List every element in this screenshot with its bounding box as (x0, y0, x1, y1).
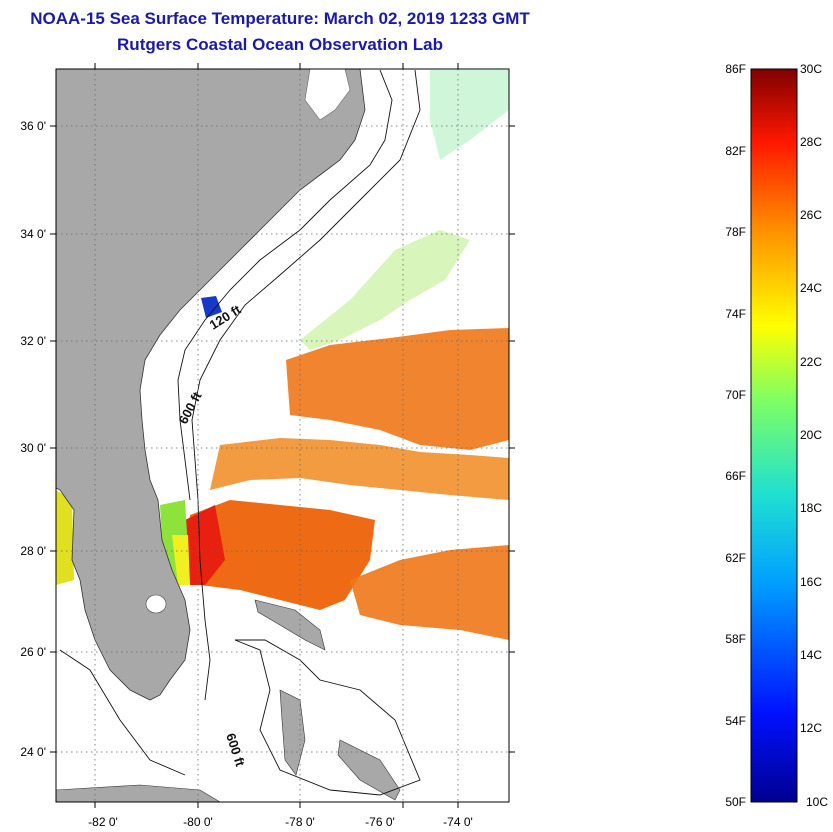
colorbar: 86F 82F 78F 74F 70F 66F 62F 58F 54F 50F … (725, 62, 828, 809)
c-label: 20C (800, 428, 822, 442)
lat-label: 28 0' (20, 544, 46, 558)
longitude-labels: -82 0' -80 0' -78 0' -76 0' -74 0' (88, 815, 473, 829)
lat-label: 26 0' (20, 645, 46, 659)
c-label: 22C (800, 355, 822, 369)
contour-600ft (191, 69, 421, 701)
lon-label: -82 0' (88, 815, 118, 829)
sst-patch-gulfstream (185, 500, 375, 610)
sst-patch-northeast (430, 70, 509, 160)
c-label: 10C (806, 795, 828, 809)
lat-label: 30 0' (20, 441, 46, 455)
f-label: 70F (725, 388, 746, 402)
c-label: 16C (800, 575, 822, 589)
contour-120ft (177, 69, 393, 501)
island-exuma (337, 739, 401, 801)
latitude-labels: 36 0' 34 0' 32 0' 30 0' 28 0' 26 0' 24 0… (20, 119, 46, 759)
c-label: 12C (800, 721, 822, 735)
land-layer (56, 69, 401, 802)
lat-label: 36 0' (20, 119, 46, 133)
graticule (56, 69, 509, 802)
sst-patch-cold (201, 296, 222, 318)
sst-patch-scattered (300, 230, 470, 350)
f-label: 78F (725, 225, 746, 239)
map-panel: 120 ft 600 ft 600 ft 36 0' 34 0' 32 0' 3… (20, 63, 515, 829)
f-label: 66F (725, 469, 746, 483)
lat-label: 24 0' (20, 745, 46, 759)
lat-label: 32 0' (20, 334, 46, 348)
lon-label: -74 0' (443, 815, 473, 829)
contour-florida-straits (59, 649, 186, 776)
lon-label: -80 0' (183, 815, 213, 829)
f-label: 54F (725, 714, 746, 728)
island-grand-bahama (254, 599, 326, 651)
map-subtitle: Rutgers Coastal Ocean Observation Lab (117, 35, 443, 54)
axis-ticks (50, 63, 515, 808)
sst-patch-north (286, 328, 509, 450)
f-label: 82F (725, 144, 746, 158)
c-label: 28C (800, 135, 822, 149)
lake-okeechobee (145, 594, 167, 614)
sst-patch-yellow (172, 535, 190, 585)
land-cuba (56, 784, 221, 802)
colorbar-gradient (750, 68, 798, 803)
c-label: 26C (800, 208, 822, 222)
land-southeast-us (56, 69, 366, 701)
lon-label: -78 0' (285, 815, 315, 829)
f-label: 50F (725, 795, 746, 809)
sst-patch-hot (185, 505, 225, 585)
colorbar-celsius-labels: 30C 28C 26C 24C 22C 20C 18C 16C 14C 12C … (800, 62, 828, 809)
f-label: 62F (725, 551, 746, 565)
c-label: 18C (800, 501, 822, 515)
c-label: 24C (800, 281, 822, 295)
sst-patch-east (350, 545, 509, 640)
lat-label: 34 0' (20, 227, 46, 241)
f-label: 58F (725, 632, 746, 646)
map-title: NOAA-15 Sea Surface Temperature: March 0… (30, 9, 530, 28)
c-label: 14C (800, 648, 822, 662)
sst-patch-mid (210, 438, 509, 500)
map-frame (55, 68, 510, 803)
lon-label: -76 0' (365, 815, 395, 829)
contour-layer (59, 69, 421, 796)
sst-patch-gulf (56, 490, 74, 585)
colorbar-fahrenheit-labels: 86F 82F 78F 74F 70F 66F 62F 58F 54F 50F (725, 62, 746, 809)
sound-inlet (304, 69, 351, 121)
f-label: 74F (725, 307, 746, 321)
c-label: 30C (800, 62, 822, 76)
f-label: 86F (725, 62, 746, 76)
contour-bahamas-bank (234, 639, 421, 796)
